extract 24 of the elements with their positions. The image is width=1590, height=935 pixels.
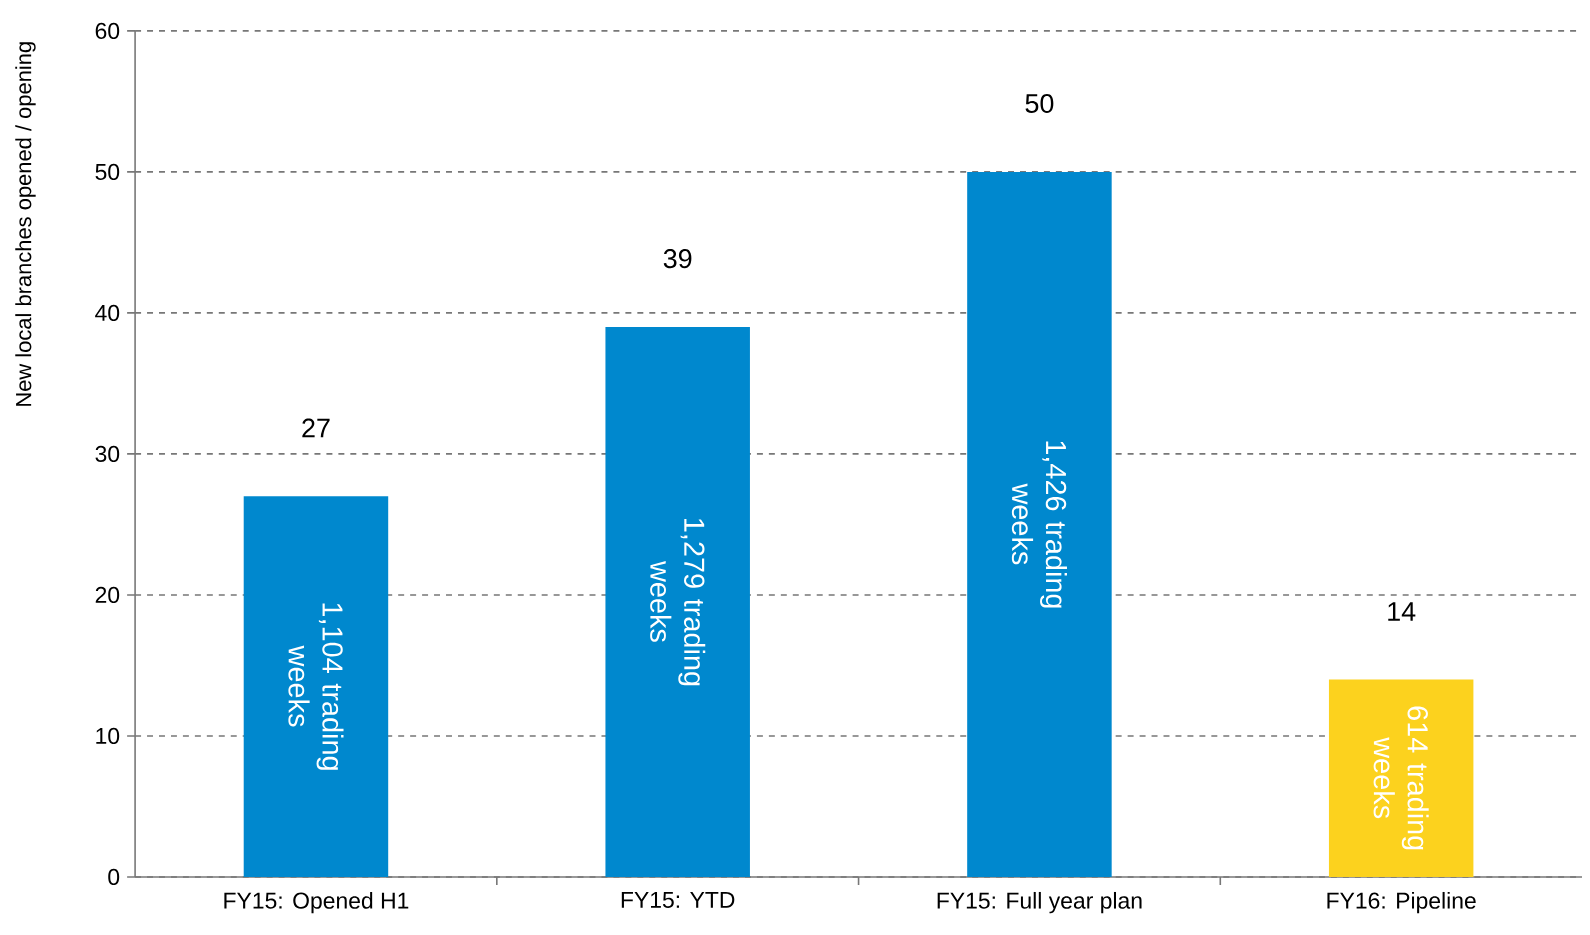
y-tick-label: 10 bbox=[96, 727, 120, 745]
y-tick-label: 60 bbox=[95, 22, 120, 40]
annotation: 1,426 trading weeks bbox=[1011, 441, 1067, 608]
y-tick-label: 0 bbox=[108, 868, 120, 886]
data-label: 39 bbox=[663, 249, 692, 269]
data-label: 14 bbox=[1388, 602, 1416, 621]
y-tick-label: 30 bbox=[95, 445, 120, 463]
annotation: 1,279 trading weeks bbox=[650, 519, 706, 686]
y-tick-label: 40 bbox=[95, 304, 120, 322]
bar bbox=[605, 327, 750, 878]
x-tick-label: FY15: Full year plan bbox=[937, 892, 1142, 914]
data-label: 50 bbox=[1025, 94, 1054, 114]
data-label: 27 bbox=[302, 418, 330, 438]
x-tick-label: FY15: Opened H1 bbox=[224, 892, 409, 914]
x-tick-label: FY15: YTD bbox=[621, 892, 735, 909]
y-tick-label: 50 bbox=[95, 163, 120, 181]
bar bbox=[1328, 679, 1474, 878]
y-tick-label: 20 bbox=[95, 586, 120, 604]
bar bbox=[967, 172, 1112, 878]
annotation: 614 trading weeks bbox=[1373, 706, 1429, 850]
bar bbox=[243, 496, 389, 878]
x-tick-label: FY16: Pipeline bbox=[1327, 892, 1476, 914]
y-axis-title: New local branches opened / opening bbox=[15, 42, 36, 406]
annotation: 1,104 trading weeks bbox=[288, 603, 344, 770]
